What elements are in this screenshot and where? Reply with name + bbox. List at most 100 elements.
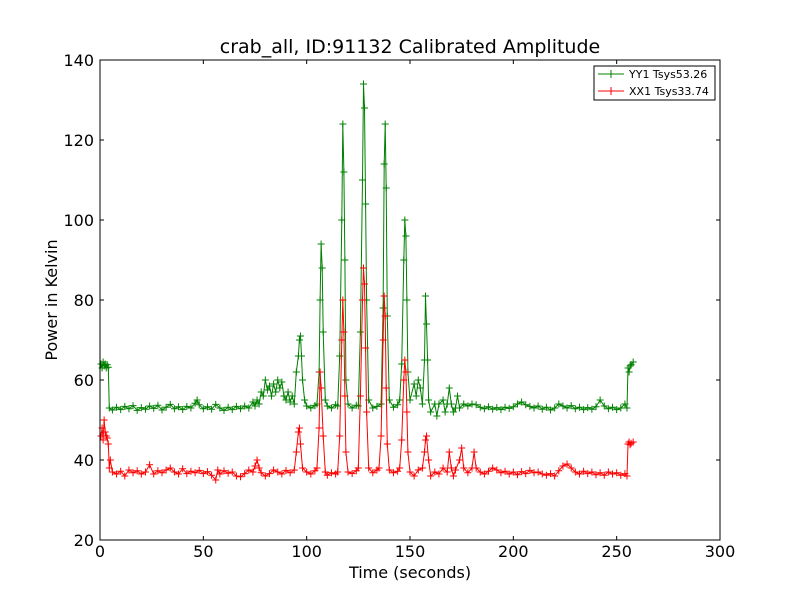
data-point-marker [625, 368, 633, 376]
data-point-marker [319, 432, 327, 440]
y-tick-label: 80 [74, 291, 94, 310]
data-point-marker [400, 376, 408, 384]
data-point-marker [257, 469, 265, 477]
data-point-marker [592, 403, 600, 411]
x-tick-label: 250 [601, 542, 632, 561]
data-point-marker [303, 402, 311, 410]
data-point-marker [294, 428, 302, 436]
data-point-marker [485, 467, 493, 475]
data-point-marker [103, 434, 111, 442]
data-point-marker [464, 469, 472, 477]
data-point-marker [449, 408, 457, 416]
data-point-marker [313, 464, 321, 472]
data-point-marker [249, 398, 257, 406]
data-point-marker [125, 466, 133, 474]
data-point-marker [340, 328, 348, 336]
data-point-marker [299, 376, 307, 384]
data-point-marker [166, 400, 174, 408]
data-point-marker [423, 432, 431, 440]
data-point-marker [460, 400, 468, 408]
data-point-marker [433, 412, 441, 420]
data-point-marker [220, 467, 228, 475]
data-point-marker [183, 470, 191, 478]
data-point-marker [480, 405, 488, 413]
data-point-marker [282, 396, 290, 404]
y-tick-label: 140 [63, 51, 94, 70]
x-tick-label: 300 [705, 542, 736, 561]
data-point-marker [307, 404, 315, 412]
data-point-marker [389, 403, 397, 411]
data-point-marker [414, 376, 422, 384]
data-point-marker [203, 403, 211, 411]
data-point-marker [361, 280, 369, 288]
data-point-marker [380, 160, 388, 168]
data-point-marker [137, 470, 145, 478]
legend-label-xx1: XX1 Tsys33.74 [629, 85, 709, 98]
series-yy1 [97, 80, 637, 420]
data-point-marker [449, 472, 457, 480]
data-point-marker [613, 469, 621, 477]
x-tick-label: 200 [498, 542, 529, 561]
data-point-marker [301, 396, 309, 404]
data-point-marker [274, 468, 282, 476]
data-point-marker [141, 405, 149, 413]
data-point-marker [327, 469, 335, 477]
data-point-marker [456, 404, 464, 412]
data-point-marker [339, 296, 347, 304]
data-point-marker [316, 296, 324, 304]
data-point-marker [245, 466, 253, 474]
data-point-marker [296, 440, 304, 448]
data-point-marker [317, 240, 325, 248]
data-point-marker [559, 402, 567, 410]
data-point-marker [342, 376, 350, 384]
data-point-marker [255, 464, 263, 472]
data-point-marker [292, 448, 300, 456]
data-point-marker [129, 402, 137, 410]
data-point-marker [263, 386, 271, 394]
data-point-marker [621, 400, 629, 408]
data-point-marker [534, 468, 542, 476]
data-point-marker [101, 428, 109, 436]
data-point-marker [146, 402, 154, 410]
data-point-marker [150, 404, 158, 412]
data-point-marker [121, 402, 129, 410]
data-point-marker [441, 408, 449, 416]
data-point-marker [183, 402, 191, 410]
data-point-marker [381, 312, 389, 320]
data-point-marker [344, 400, 352, 408]
data-point-marker [406, 396, 414, 404]
data-point-marker [166, 464, 174, 472]
data-point-marker [199, 470, 207, 478]
data-point-marker [476, 468, 484, 476]
data-point-marker [501, 403, 509, 411]
data-point-marker [341, 392, 349, 400]
data-point-marker [253, 396, 261, 404]
data-point-marker [249, 468, 257, 476]
data-point-marker [551, 404, 559, 412]
y-tick-label: 60 [74, 371, 94, 390]
data-point-marker [340, 168, 348, 176]
data-point-marker [187, 404, 195, 412]
x-tick-label: 0 [95, 542, 105, 561]
ticks-layer: 0 50 100 150 200 250 300 20 40 60 80 100 120 140 [63, 51, 735, 561]
data-point-marker [336, 352, 344, 360]
data-point-marker [522, 470, 530, 478]
data-point-marker [255, 400, 263, 408]
data-point-marker [137, 404, 145, 412]
data-point-marker [108, 468, 116, 476]
data-point-marker [427, 472, 435, 480]
y-tick-label: 120 [63, 131, 94, 150]
data-point-marker [472, 464, 480, 472]
data-point-marker [270, 466, 278, 474]
legend-marker-yy1 [607, 70, 615, 78]
data-point-marker [431, 468, 439, 476]
data-point-marker [208, 405, 216, 413]
data-point-marker [99, 436, 107, 444]
data-point-marker [303, 468, 311, 476]
data-point-marker [360, 80, 367, 88]
data-point-marker [253, 456, 261, 464]
data-point-marker [356, 392, 364, 400]
data-point-marker [106, 456, 114, 464]
data-point-marker [493, 466, 501, 474]
data-point-marker [295, 336, 303, 344]
